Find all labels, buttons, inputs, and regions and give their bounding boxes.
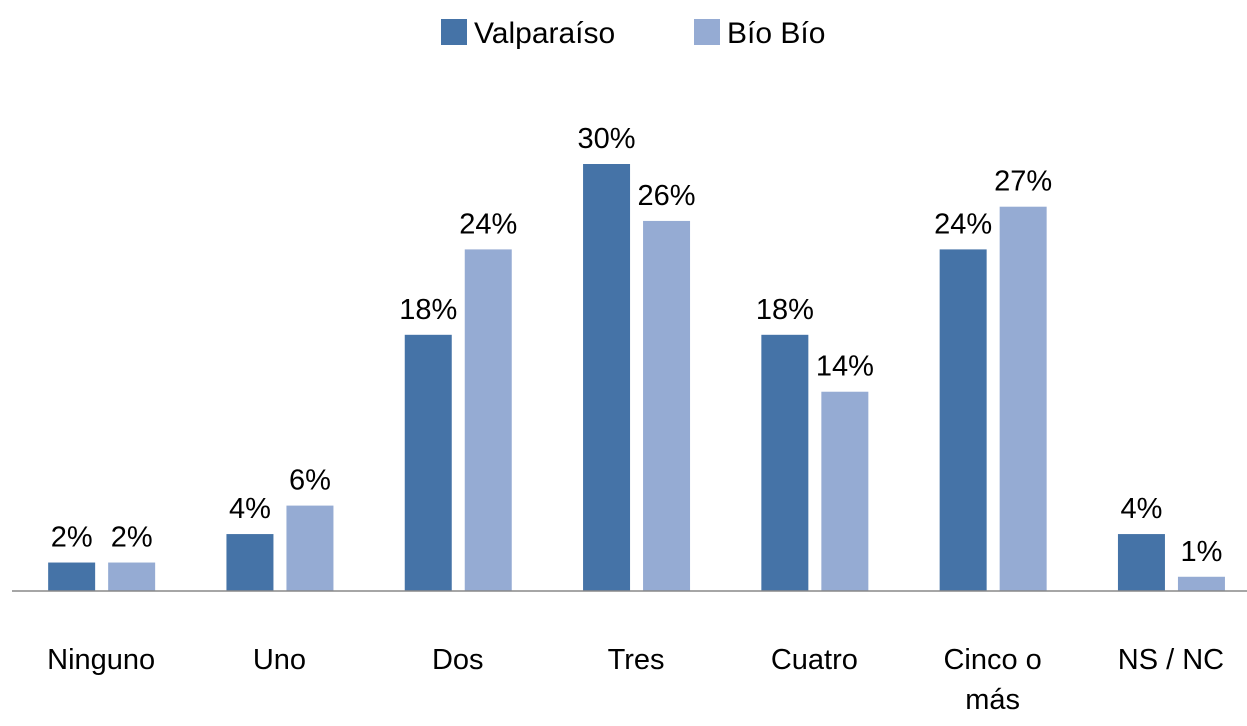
bar	[48, 562, 96, 591]
legend-label: Valparaíso	[474, 17, 615, 50]
bar	[821, 391, 869, 591]
bar	[939, 249, 987, 591]
x-tick-label: NS / NC	[1117, 644, 1225, 676]
bar	[761, 334, 809, 591]
bar	[1177, 576, 1225, 591]
bar	[108, 562, 156, 591]
bar	[583, 164, 631, 591]
legend-swatch	[441, 19, 467, 45]
value-label: 27%	[994, 166, 1052, 198]
bar	[286, 505, 334, 591]
value-label: 6%	[289, 465, 331, 497]
bar	[404, 334, 452, 591]
bar	[643, 220, 691, 591]
legend-label: Bío Bío	[727, 17, 825, 50]
bar	[464, 249, 512, 591]
x-tick-label: Uno	[252, 644, 307, 676]
value-label: 24%	[934, 208, 992, 240]
x-tick-label: Dos	[431, 644, 484, 676]
legend-swatch	[694, 19, 720, 45]
x-tick-label: Tres	[607, 644, 665, 676]
x-tick-label: Ninguno	[47, 644, 156, 676]
value-label: 14%	[816, 351, 874, 383]
value-label: 2%	[111, 522, 153, 554]
value-label: 18%	[399, 294, 457, 326]
value-label: 4%	[229, 493, 271, 525]
bar	[226, 534, 274, 591]
value-label: 18%	[756, 294, 814, 326]
bar	[1117, 534, 1165, 591]
value-label: 26%	[638, 180, 696, 212]
value-label: 24%	[459, 208, 517, 240]
value-label: 1%	[1180, 536, 1222, 568]
value-label: 2%	[51, 522, 93, 554]
value-label: 30%	[578, 123, 636, 155]
bar	[999, 206, 1047, 591]
x-tick-label: Cuatro	[770, 644, 858, 676]
x-tick-label: Cinco o más	[943, 644, 1042, 716]
value-label: 4%	[1120, 493, 1162, 525]
